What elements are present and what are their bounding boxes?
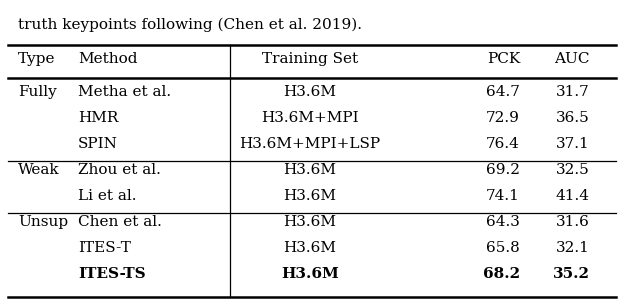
Text: Fully: Fully <box>18 85 57 99</box>
Text: Training Set: Training Set <box>262 52 358 66</box>
Text: HMR: HMR <box>78 111 119 125</box>
Text: Weak: Weak <box>18 163 60 177</box>
Text: 72.9: 72.9 <box>486 111 520 125</box>
Text: 65.8: 65.8 <box>486 241 520 255</box>
Text: SPIN: SPIN <box>78 137 118 151</box>
Text: H3.6M: H3.6M <box>283 189 336 203</box>
Text: H3.6M: H3.6M <box>283 215 336 229</box>
Text: H3.6M+MPI+LSP: H3.6M+MPI+LSP <box>240 137 381 151</box>
Text: H3.6M: H3.6M <box>283 163 336 177</box>
Text: Method: Method <box>78 52 137 66</box>
Text: 37.1: 37.1 <box>556 137 590 151</box>
Text: Li et al.: Li et al. <box>78 189 137 203</box>
Text: 64.3: 64.3 <box>486 215 520 229</box>
Text: 31.6: 31.6 <box>556 215 590 229</box>
Text: Type: Type <box>18 52 56 66</box>
Text: 68.2: 68.2 <box>483 267 520 281</box>
Text: 64.7: 64.7 <box>486 85 520 99</box>
Text: 69.2: 69.2 <box>486 163 520 177</box>
Text: 76.4: 76.4 <box>486 137 520 151</box>
Text: Zhou et al.: Zhou et al. <box>78 163 161 177</box>
Text: 32.1: 32.1 <box>556 241 590 255</box>
Text: 36.5: 36.5 <box>556 111 590 125</box>
Text: 35.2: 35.2 <box>553 267 590 281</box>
Text: Unsup: Unsup <box>18 215 68 229</box>
Text: 74.1: 74.1 <box>486 189 520 203</box>
Text: H3.6M: H3.6M <box>283 241 336 255</box>
Text: Chen et al.: Chen et al. <box>78 215 162 229</box>
Text: H3.6M: H3.6M <box>281 267 339 281</box>
Text: PCK: PCK <box>487 52 520 66</box>
Text: Metha et al.: Metha et al. <box>78 85 171 99</box>
Text: H3.6M: H3.6M <box>283 85 336 99</box>
Text: AUC: AUC <box>555 52 590 66</box>
Text: ITES-TS: ITES-TS <box>78 267 145 281</box>
Text: 32.5: 32.5 <box>556 163 590 177</box>
Text: 41.4: 41.4 <box>556 189 590 203</box>
Text: truth keypoints following (Chen et al. 2019).: truth keypoints following (Chen et al. 2… <box>18 18 362 32</box>
Text: ITES-T: ITES-T <box>78 241 131 255</box>
Text: 31.7: 31.7 <box>556 85 590 99</box>
Text: H3.6M+MPI: H3.6M+MPI <box>261 111 359 125</box>
